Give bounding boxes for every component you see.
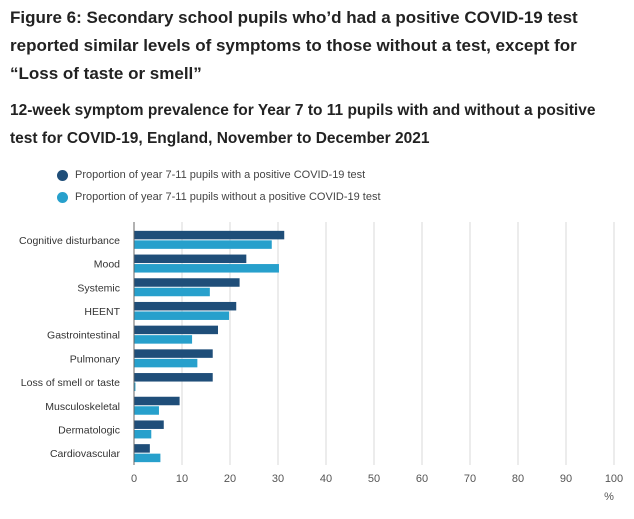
bar-positive-3 bbox=[134, 301, 237, 311]
x-tick-label-10: 10 bbox=[176, 473, 188, 485]
category-label-8: Dermatologic bbox=[58, 424, 120, 436]
category-label-7: Musculoskeletal bbox=[45, 401, 120, 413]
x-tick-label-20: 20 bbox=[224, 473, 236, 485]
bar-positive-0 bbox=[134, 230, 285, 240]
bar-negative-5 bbox=[134, 358, 198, 368]
bar-negative-4 bbox=[134, 335, 193, 344]
x-tick-label-70: 70 bbox=[464, 473, 476, 485]
legend-swatch-negative bbox=[57, 191, 68, 203]
category-label-2: Systemic bbox=[77, 282, 120, 294]
x-tick-label-60: 60 bbox=[416, 473, 428, 485]
bar-positive-9 bbox=[134, 444, 150, 453]
bar-negative-9 bbox=[134, 453, 161, 463]
category-label-3: HEENT bbox=[84, 306, 120, 318]
chart-subtitle: 12-week symptom prevalence for Year 7 to… bbox=[10, 102, 596, 147]
x-tick-label-50: 50 bbox=[368, 473, 380, 485]
x-tick-label-40: 40 bbox=[320, 473, 332, 485]
legend-item-negative: Proportion of year 7-11 pupils without a… bbox=[57, 186, 381, 208]
bar-positive-1 bbox=[134, 254, 247, 264]
bar-positive-7 bbox=[134, 396, 180, 406]
category-label-9: Cardiovascular bbox=[50, 448, 121, 460]
chart-title: Figure 6: Secondary school pupils who’d … bbox=[10, 8, 578, 83]
legend-label-positive: Proportion of year 7-11 pupils with a po… bbox=[75, 169, 366, 181]
x-tick-label-80: 80 bbox=[512, 473, 524, 485]
category-label-5: Pulmonary bbox=[70, 353, 121, 365]
legend-item-positive: Proportion of year 7-11 pupils with a po… bbox=[57, 164, 381, 186]
bar-negative-8 bbox=[134, 429, 152, 439]
bar-positive-8 bbox=[134, 420, 164, 429]
bar-negative-6 bbox=[134, 382, 136, 392]
x-tick-label-100: 100 bbox=[605, 473, 623, 485]
x-tick-label-30: 30 bbox=[272, 473, 284, 485]
bar-negative-1 bbox=[134, 264, 279, 273]
bar-negative-3 bbox=[134, 311, 230, 320]
bar-negative-7 bbox=[134, 406, 159, 415]
bar-positive-4 bbox=[134, 325, 218, 335]
x-tick-label-90: 90 bbox=[560, 473, 572, 485]
bar-positive-6 bbox=[134, 373, 213, 382]
category-label-6: Loss of smell or taste bbox=[21, 377, 120, 389]
bar-positive-2 bbox=[134, 278, 240, 287]
category-label-0: Cognitive disturbance bbox=[19, 235, 120, 247]
legend-label-negative: Proportion of year 7-11 pupils without a… bbox=[75, 191, 381, 203]
legend-swatch-positive bbox=[57, 169, 68, 181]
category-label-4: Gastrointestinal bbox=[47, 330, 120, 342]
x-tick-label-0: 0 bbox=[131, 473, 137, 485]
bar-positive-5 bbox=[134, 349, 213, 358]
x-unit-label: % bbox=[604, 491, 614, 503]
category-label-1: Mood bbox=[94, 259, 120, 271]
legend: Proportion of year 7-11 pupils with a po… bbox=[57, 164, 381, 208]
bar-negative-0 bbox=[134, 240, 272, 249]
bar-negative-2 bbox=[134, 287, 210, 297]
